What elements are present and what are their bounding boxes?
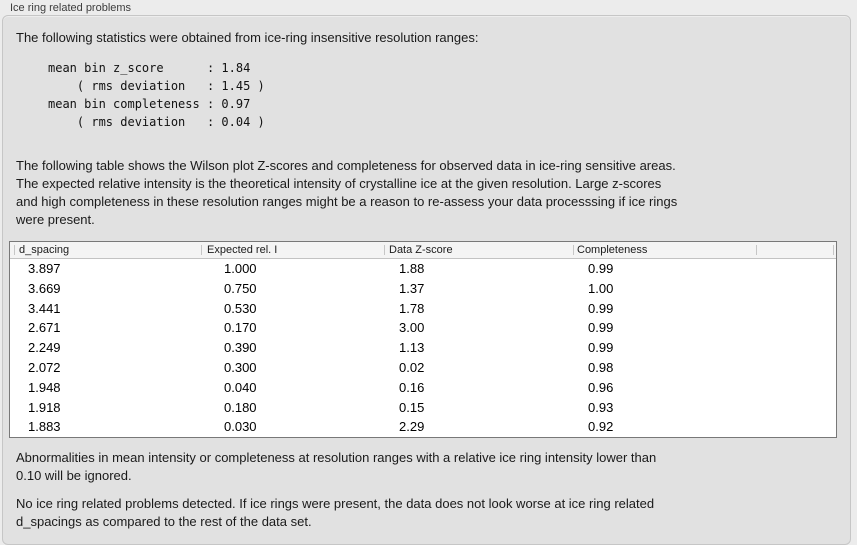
table-cell	[757, 338, 836, 358]
table-cell	[757, 259, 836, 279]
table-cell: 0.16	[399, 379, 425, 395]
table-cell: 0.99	[588, 320, 614, 336]
table-row[interactable]: 2.671 0.170 3.00 0.99	[10, 318, 836, 339]
table-cell: 1.78	[399, 300, 425, 316]
table-cell: 1.948	[28, 379, 61, 395]
conclusion-text: No ice ring related problems detected. I…	[16, 496, 655, 530]
table-row[interactable]: 3.897 1.000 1.88 0.99	[10, 259, 836, 279]
stats-block: mean bin z_score : 1.84 ( rms deviation …	[48, 61, 265, 129]
column-header-expected-rel-i[interactable]: Expected rel. I	[202, 242, 385, 258]
table-row[interactable]: 1.918 0.180 0.15 0.93	[10, 397, 836, 418]
column-header-empty[interactable]	[757, 242, 836, 258]
table-cell: 0.530	[224, 300, 257, 316]
table-cell: 2.29	[399, 419, 425, 435]
table-cell: 3.897	[28, 261, 61, 276]
table-cell	[757, 378, 836, 398]
table-description: The following table shows the Wilson plo…	[16, 158, 678, 227]
table-cell: 0.040	[224, 379, 257, 395]
table-cell: 1.88	[399, 261, 425, 276]
table-cell: 3.00	[399, 320, 425, 336]
table-cell: 0.170	[224, 320, 257, 336]
table-cell	[757, 279, 836, 299]
table-cell	[757, 318, 836, 338]
table-cell: 0.390	[224, 340, 257, 356]
groupbox-title: Ice ring related problems	[10, 2, 132, 14]
table-body: 3.897 1.000 1.88 0.99 3.669 0.750 1.37 1.00 3.44…	[10, 259, 836, 438]
table-cell: 0.02	[399, 359, 425, 375]
table-header-row: d_spacing Expected rel. I Data Z-score C…	[10, 242, 836, 259]
table-cell: 0.99	[588, 261, 614, 276]
table-cell: 2.671	[28, 320, 61, 336]
table-cell: 0.93	[588, 399, 614, 415]
table-cell: 1.883	[28, 419, 61, 435]
table-cell: 0.750	[224, 280, 257, 296]
table-cell	[757, 299, 836, 319]
table-cell	[757, 417, 836, 437]
table-cell: 0.99	[588, 300, 614, 316]
table-cell: 1.00	[588, 280, 614, 296]
table-row[interactable]: 1.883 0.030 2.29 0.92	[10, 417, 836, 438]
table-cell: 1.37	[399, 280, 425, 296]
table-cell: 2.072	[28, 359, 61, 375]
table-cell: 0.180	[224, 399, 257, 415]
ice-ring-groupbox: The following statistics were obtained f…	[2, 15, 851, 545]
table-row[interactable]: 1.948 0.040 0.16 0.96	[10, 377, 836, 398]
table-cell: 3.669	[28, 280, 61, 296]
table-cell: 1.918	[28, 399, 61, 415]
table-cell: 0.96	[588, 379, 614, 395]
table-cell: 1.000	[224, 261, 257, 276]
table-cell: 0.92	[588, 419, 614, 435]
table-cell	[757, 398, 836, 418]
ice-ring-table: d_spacing Expected rel. I Data Z-score C…	[9, 241, 837, 439]
table-row[interactable]: 2.072 0.300 0.02 0.98	[10, 357, 836, 378]
column-header-d-spacing[interactable]: d_spacing	[10, 242, 202, 258]
intro-text: The following statistics were obtained f…	[16, 30, 479, 45]
table-row[interactable]: 2.249 0.390 1.13 0.99	[10, 338, 836, 358]
table-cell: 1.13	[399, 340, 425, 356]
table-cell	[757, 358, 836, 378]
column-header-completeness[interactable]: Completeness	[574, 242, 757, 258]
ignore-note: Abnormalities in mean intensity or compl…	[16, 450, 657, 484]
table-row[interactable]: 3.669 0.750 1.37 1.00	[10, 278, 836, 299]
column-header-data-z-score[interactable]: Data Z-score	[385, 242, 574, 258]
table-cell: 0.030	[224, 419, 257, 435]
table-cell: 0.99	[588, 340, 614, 356]
table-cell: 0.300	[224, 359, 257, 375]
table-cell: 0.15	[399, 399, 425, 415]
table-cell: 0.98	[588, 359, 614, 375]
table-cell: 3.441	[28, 300, 61, 316]
table-row[interactable]: 3.441 0.530 1.78 0.99	[10, 298, 836, 319]
table-cell: 2.249	[28, 340, 61, 356]
